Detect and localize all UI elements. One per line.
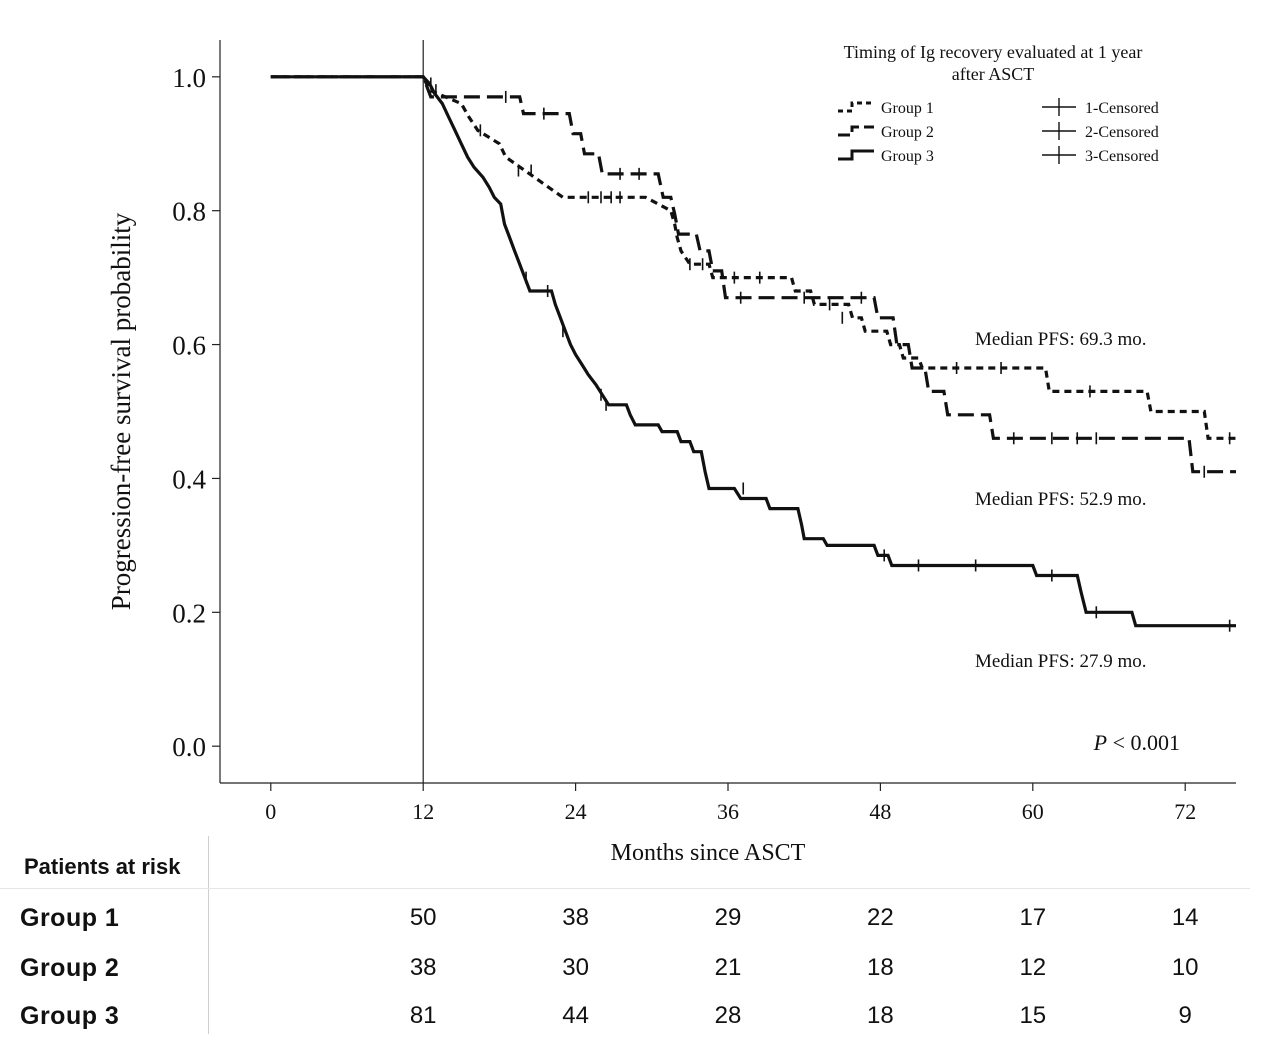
median-label-group2: Median PFS: 52.9 mo. bbox=[975, 489, 1147, 510]
legend-title-line1: Timing of Ig recovery evaluated at 1 yea… bbox=[844, 42, 1143, 62]
y-tick-label: 0.6 bbox=[172, 331, 206, 361]
p-value-label: P < 0.001 bbox=[1093, 730, 1180, 755]
risk-cell: 9 bbox=[1178, 1002, 1192, 1029]
series-group-2 bbox=[270, 75, 1236, 478]
legend-censor-label: 3-Censored bbox=[1085, 148, 1159, 165]
x-tick-label: 48 bbox=[869, 799, 891, 824]
legend-label: Group 3 bbox=[881, 148, 934, 165]
legend-censor-label: 1-Censored bbox=[1085, 100, 1159, 117]
risk-cell: 14 bbox=[1171, 904, 1199, 931]
y-tick-label: 1.0 bbox=[172, 63, 206, 93]
legend-entry-group-3: Group 3 bbox=[838, 148, 934, 165]
legend-title-line2: after ASCT bbox=[952, 64, 1035, 84]
legend-line-swatch bbox=[838, 101, 874, 113]
km-curve-group-3 bbox=[270, 75, 1236, 628]
risk-cell: 17 bbox=[1019, 904, 1047, 931]
y-tick-label: 0.8 bbox=[172, 197, 206, 227]
legend-line-swatch bbox=[838, 149, 874, 161]
risk-cell: 21 bbox=[714, 954, 742, 981]
x-tick-label: 12 bbox=[412, 799, 434, 824]
x-tick-label: 72 bbox=[1174, 799, 1196, 824]
km-curve-group-2 bbox=[270, 75, 1236, 474]
legend-label: Group 1 bbox=[881, 100, 934, 117]
risk-cell: 22 bbox=[867, 904, 894, 931]
legend-censor-entry-3: 3-Censored bbox=[1042, 146, 1159, 165]
risk-row-label: Group 2 bbox=[20, 954, 120, 982]
risk-table-header-rule bbox=[0, 888, 1250, 889]
risk-table: Patients at risk Group 1 50 38 29 22 17 14 Grou… bbox=[0, 836, 1280, 1056]
x-tick-label: 24 bbox=[565, 799, 587, 824]
x-tick-label: 60 bbox=[1022, 799, 1044, 824]
legend-line-swatch bbox=[838, 125, 874, 137]
risk-cell: 28 bbox=[714, 1002, 742, 1029]
risk-cell: 30 bbox=[562, 954, 589, 981]
risk-cell: 50 bbox=[409, 904, 437, 931]
median-label-group3: Median PFS: 27.9 mo. bbox=[975, 651, 1147, 672]
risk-cell: 38 bbox=[409, 954, 437, 981]
y-tick-label: 0.0 bbox=[172, 732, 206, 762]
legend-censor-entry-1: 1-Censored bbox=[1042, 98, 1159, 117]
risk-row: Group 3 81 44 28 18 15 9 bbox=[0, 996, 1280, 1036]
legend-entry-group-1: Group 1 bbox=[838, 100, 934, 117]
series-group-1 bbox=[270, 75, 1236, 445]
km-chart: 0 12 24 36 48 60 72 0.0 0.2 0.4 0.6 0.8 1.0 Progressi… bbox=[106, 40, 1236, 824]
risk-cell: 18 bbox=[867, 1002, 894, 1029]
risk-cell: 10 bbox=[1171, 954, 1199, 981]
legend-censor-label: 2-Censored bbox=[1085, 124, 1159, 141]
legend-censor-entry-2: 2-Censored bbox=[1042, 122, 1159, 141]
risk-row: Group 1 50 38 29 22 17 14 bbox=[0, 898, 1280, 938]
series-layer bbox=[270, 75, 1236, 632]
x-axis-title: Months since ASCT bbox=[610, 840, 806, 866]
risk-table-title: Patients at risk bbox=[24, 854, 181, 879]
risk-cell: 81 bbox=[409, 1002, 437, 1029]
annotations: Median PFS: 69.3 mo. Median PFS: 52.9 mo… bbox=[975, 329, 1180, 755]
y-tick-label: 0.4 bbox=[172, 464, 206, 494]
x-tick-label: 0 bbox=[265, 799, 276, 824]
risk-cell: 29 bbox=[714, 904, 742, 931]
risk-cell: 38 bbox=[562, 904, 589, 931]
risk-cell: 15 bbox=[1019, 1002, 1047, 1029]
risk-row: Group 2 38 30 21 18 12 10 bbox=[0, 948, 1280, 988]
risk-row-label: Group 3 bbox=[20, 1002, 120, 1030]
x-tick-label: 36 bbox=[717, 799, 739, 824]
risk-row-label: Group 1 bbox=[20, 904, 120, 932]
km-curve-group-1 bbox=[270, 75, 1236, 440]
risk-cell: 44 bbox=[562, 1002, 589, 1029]
legend-entry-group-2: Group 2 bbox=[838, 124, 934, 141]
risk-table-divider bbox=[208, 836, 209, 1034]
p-value-letter: P bbox=[1093, 730, 1107, 755]
axes: 0 12 24 36 48 60 72 0.0 0.2 0.4 0.6 0.8 1.0 Progressi… bbox=[106, 40, 1236, 824]
p-value-number: < 0.001 bbox=[1107, 730, 1180, 755]
legend: Timing of Ig recovery evaluated at 1 yea… bbox=[838, 42, 1159, 165]
y-tick-label: 0.2 bbox=[172, 598, 206, 628]
series-group-3 bbox=[270, 75, 1236, 632]
y-axis-label: Progression-free survival probability bbox=[106, 212, 136, 610]
median-label-group1: Median PFS: 69.3 mo. bbox=[975, 329, 1147, 350]
legend-label: Group 2 bbox=[881, 124, 934, 141]
risk-cell: 12 bbox=[1019, 954, 1047, 981]
risk-cell: 18 bbox=[867, 954, 894, 981]
